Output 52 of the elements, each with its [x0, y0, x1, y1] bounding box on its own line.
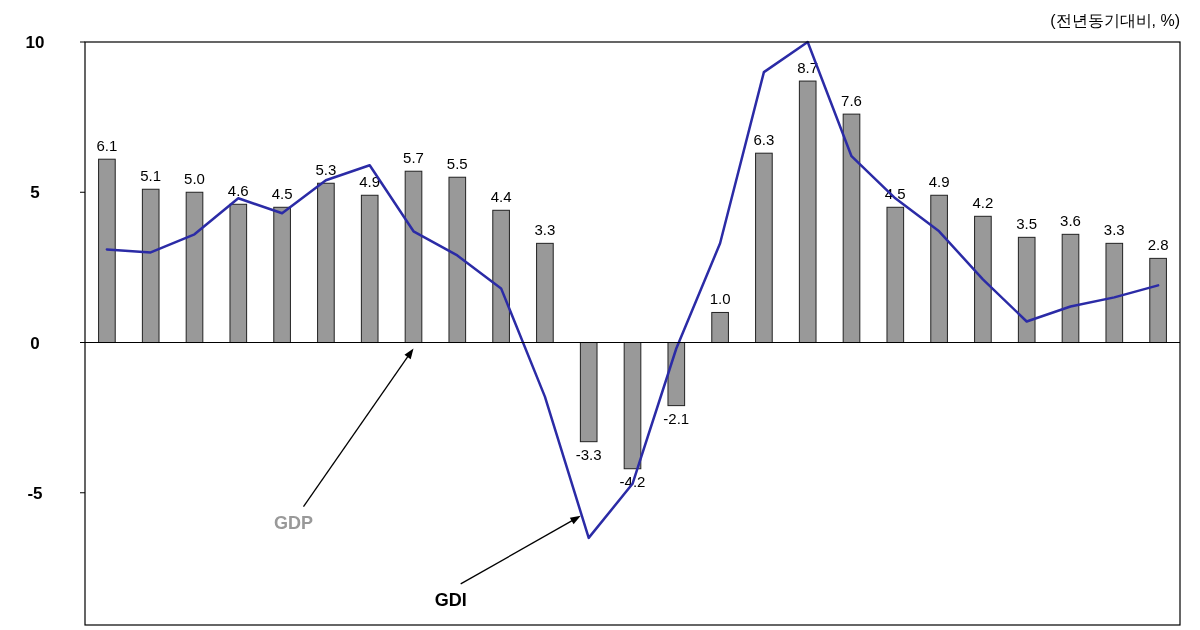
- data-label: 4.6: [227, 182, 249, 200]
- data-label: 4.2: [972, 194, 994, 212]
- bar: [273, 206, 291, 344]
- bar: [404, 170, 423, 344]
- data-label: 4.4: [490, 188, 512, 206]
- y-tick-label: 10: [25, 33, 45, 52]
- bar: [755, 152, 773, 344]
- data-label: 5.1: [140, 167, 162, 185]
- data-label: 5.7: [403, 149, 424, 167]
- bar: [711, 311, 729, 344]
- text: (전년동기대비, %): [1050, 12, 1180, 29]
- data-label: 4.9: [359, 173, 381, 191]
- bar: [579, 342, 598, 443]
- data-label: -3.3: [575, 445, 602, 463]
- bar: [930, 194, 948, 344]
- data-label: 4.5: [271, 185, 293, 203]
- y-tick-label: -5: [27, 483, 43, 503]
- bar: [1017, 236, 1036, 344]
- data-label: 2.8: [1147, 236, 1169, 254]
- bar: [317, 182, 335, 344]
- bar: [536, 242, 554, 344]
- bar: [798, 80, 817, 344]
- data-label: 3.3: [1103, 221, 1125, 239]
- data-label: 3.5: [1016, 215, 1038, 233]
- bar: [667, 342, 686, 407]
- data-label: -2.1: [663, 409, 690, 427]
- data-label: 3.3: [534, 221, 556, 239]
- bar: [974, 215, 992, 344]
- bar: [185, 191, 204, 344]
- bar: [360, 194, 379, 344]
- bar: [1061, 233, 1080, 344]
- data-label: 5.3: [315, 161, 337, 179]
- y-tick-label: 5: [30, 183, 40, 203]
- data-label: 4.9: [928, 173, 950, 191]
- data-label: 1.0: [709, 290, 731, 308]
- bar: [141, 188, 160, 344]
- bar: [886, 206, 905, 344]
- bar: [98, 158, 116, 344]
- bar: [842, 113, 861, 344]
- data-label: 7.6: [841, 92, 862, 110]
- bar: [623, 342, 642, 470]
- bar: [448, 176, 467, 344]
- data-label: 6.1: [96, 137, 118, 155]
- y-tick-label: 0: [30, 333, 40, 353]
- data-label: 5.0: [184, 170, 205, 188]
- bar: [1105, 242, 1124, 344]
- bar: [492, 209, 510, 344]
- data-label: 6.3: [753, 131, 775, 149]
- bar: [229, 203, 248, 344]
- bar: [1149, 257, 1167, 344]
- data-label: 5.5: [446, 155, 468, 173]
- data-label: 3.6: [1060, 212, 1081, 230]
